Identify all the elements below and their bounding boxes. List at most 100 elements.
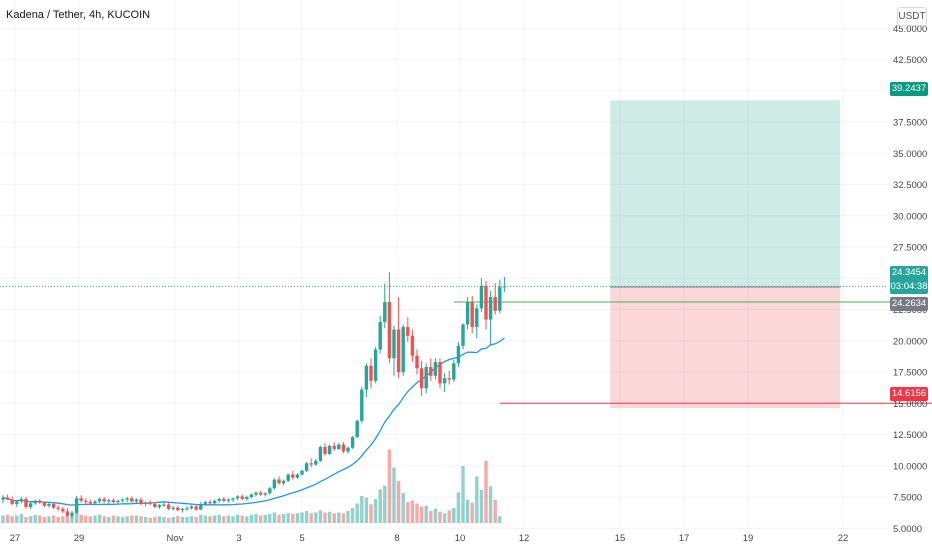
candle xyxy=(332,442,336,451)
volume-bar xyxy=(203,515,208,523)
volume-bar xyxy=(392,467,396,523)
candle-body xyxy=(107,500,111,502)
volume-bar xyxy=(429,511,433,523)
volume-bar xyxy=(323,512,327,523)
stop-price-label: 14.6156 xyxy=(890,387,928,401)
candle xyxy=(61,507,65,514)
candle xyxy=(93,500,97,506)
candle xyxy=(387,272,392,364)
volume-bar xyxy=(254,514,258,523)
volume-bar xyxy=(38,515,42,523)
volume-bar xyxy=(410,500,415,523)
candle xyxy=(51,502,56,509)
volume-bar xyxy=(318,510,323,523)
candle xyxy=(203,500,208,506)
candle-body xyxy=(212,500,217,504)
candle xyxy=(360,387,364,424)
candle xyxy=(438,358,442,389)
candle xyxy=(1,495,5,504)
candle xyxy=(364,363,369,398)
candle-body xyxy=(493,297,497,311)
currency-badge[interactable]: USDT xyxy=(897,7,927,26)
candle xyxy=(479,278,484,313)
candle xyxy=(102,497,106,503)
candle-body xyxy=(433,362,438,376)
candle-body xyxy=(392,329,396,359)
candle-body xyxy=(373,349,378,381)
candle xyxy=(199,502,203,511)
candle xyxy=(74,495,79,514)
candle-body xyxy=(222,498,226,501)
candle xyxy=(143,501,148,507)
volume-bar xyxy=(341,513,346,523)
candle-body xyxy=(15,501,19,504)
volume-bar xyxy=(286,513,290,523)
candle-body xyxy=(295,474,300,478)
volume-bar xyxy=(93,515,97,523)
candle-body xyxy=(166,504,171,509)
candle-body xyxy=(387,302,392,359)
candle xyxy=(189,505,194,510)
y-tick-label: 7.5000 xyxy=(893,493,922,504)
candle xyxy=(281,479,286,486)
candle-body xyxy=(447,378,451,380)
volume-bar xyxy=(277,514,281,523)
volume-bar xyxy=(208,516,212,523)
volume-bar xyxy=(130,515,134,523)
candle-body xyxy=(65,511,70,516)
candle xyxy=(148,500,152,506)
volume-bar xyxy=(231,516,235,523)
candle-body xyxy=(461,324,465,346)
volume-bar xyxy=(461,466,465,523)
candle-body xyxy=(240,496,244,499)
candle-body xyxy=(217,498,221,501)
candle xyxy=(226,498,231,503)
volume-bar xyxy=(350,508,355,523)
candle xyxy=(97,497,102,504)
candle xyxy=(337,443,341,451)
candle xyxy=(176,505,180,512)
candle-body xyxy=(120,499,125,501)
volume-bar xyxy=(153,517,157,523)
candle xyxy=(346,446,350,454)
candle-body xyxy=(360,389,364,421)
candle-body xyxy=(314,460,318,465)
candle xyxy=(309,458,313,468)
candle-body xyxy=(139,499,143,504)
candle xyxy=(461,323,465,350)
volume-bar xyxy=(424,505,428,523)
candle-body xyxy=(438,362,442,384)
candle-body xyxy=(79,498,83,501)
candle-body xyxy=(277,479,281,484)
candle-body xyxy=(442,378,447,384)
countdown-label: 03:04:38 xyxy=(890,280,928,294)
volume-bar xyxy=(51,515,56,523)
candle-body xyxy=(33,500,37,504)
candle-body xyxy=(406,327,410,336)
volume-bar xyxy=(171,517,175,523)
candle xyxy=(429,358,433,381)
candle-body xyxy=(254,492,258,495)
candle xyxy=(162,502,166,508)
candle xyxy=(249,493,254,499)
candle-body xyxy=(332,445,336,449)
volume-bar xyxy=(157,516,162,523)
candle-body xyxy=(130,498,134,502)
candle-body xyxy=(396,329,401,373)
candle xyxy=(116,499,120,505)
volume-bar xyxy=(134,515,139,523)
candle-body xyxy=(475,308,479,328)
candle xyxy=(111,498,116,504)
y-tick-label: 30.0000 xyxy=(893,211,927,222)
volume-bar xyxy=(314,512,318,523)
volume-bar xyxy=(162,517,166,523)
x-tick-label: 5 xyxy=(299,533,304,544)
volume-bar xyxy=(33,514,37,523)
volume-bar xyxy=(24,517,28,523)
candle xyxy=(465,297,470,330)
candle-body xyxy=(304,463,309,471)
candle-body xyxy=(42,502,47,506)
candle-body xyxy=(84,500,88,503)
candle xyxy=(493,283,497,315)
